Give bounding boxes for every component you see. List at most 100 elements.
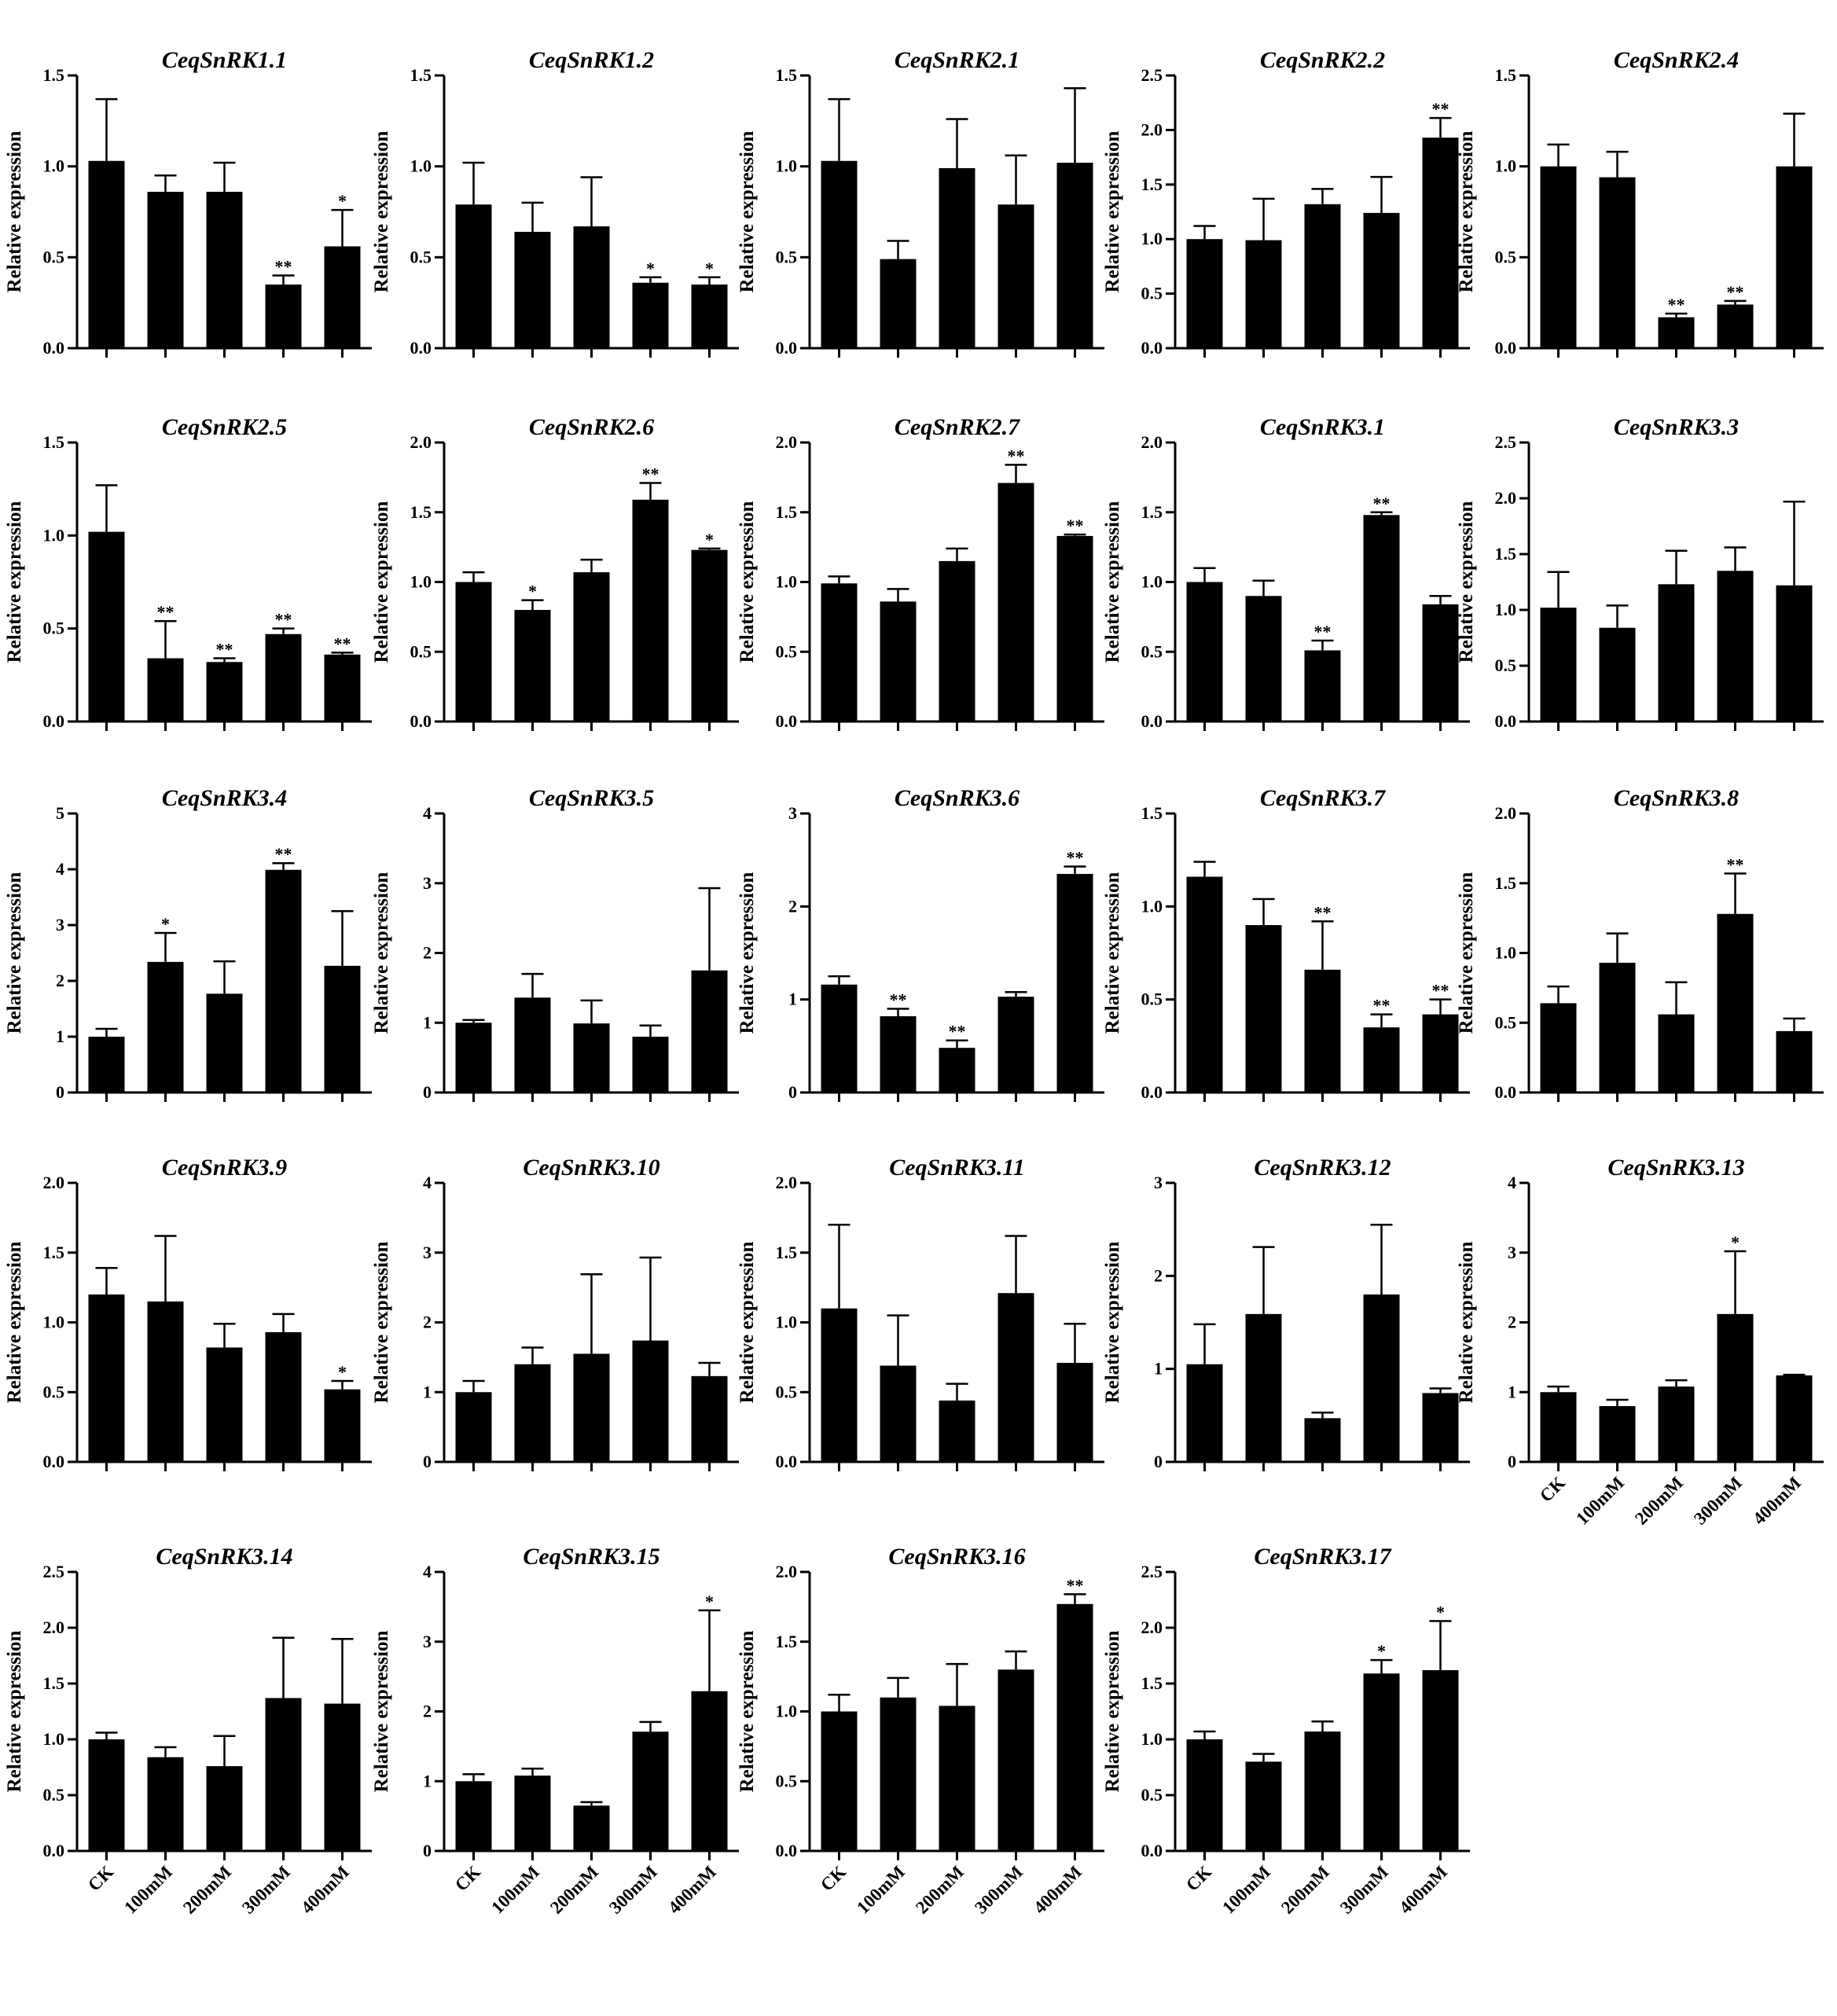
y-tick-label: 4	[423, 1562, 432, 1581]
chart-panel: CeqSnRK3.10 Relative expression 0 1 2 3 4	[371, 1155, 739, 1471]
y-tick-label: 1.5	[1141, 1673, 1163, 1693]
chart-title: CeqSnRK1.1	[162, 47, 287, 73]
significance-mark: *	[646, 259, 655, 278]
bar	[821, 583, 858, 722]
y-tick-label: 1.5	[43, 432, 65, 452]
bar	[1422, 138, 1459, 348]
bar	[1717, 1313, 1754, 1462]
y-tick-label: 4	[56, 859, 64, 879]
y-tick-label: 0.5	[1495, 655, 1517, 675]
bar	[1363, 515, 1400, 722]
bar	[1186, 1364, 1223, 1462]
bar	[1056, 163, 1093, 348]
y-tick-label: 1	[1154, 1359, 1163, 1379]
bar	[939, 1706, 975, 1851]
y-axis-label: Relative expression	[371, 872, 392, 1034]
y-axis-label: Relative expression	[1456, 501, 1477, 663]
significance-mark: *	[338, 191, 347, 211]
bar	[1776, 166, 1813, 348]
y-tick-label: 0	[423, 1841, 432, 1860]
chart-title: CeqSnRK3.9	[162, 1155, 287, 1181]
x-tick-label: 200mM	[179, 1862, 235, 1918]
bar	[88, 531, 125, 722]
chart-title: CeqSnRK3.1	[1260, 414, 1385, 440]
y-axis-label: Relative expression	[4, 1631, 25, 1793]
y-tick-label: 1.5	[776, 1632, 798, 1651]
bar	[265, 1698, 302, 1851]
y-tick-label: 1.5	[410, 65, 432, 85]
y-tick-label: 1	[423, 1012, 432, 1032]
y-tick-label: 0.5	[43, 247, 65, 266]
y-axis-label: Relative expression	[1102, 1631, 1123, 1793]
significance-mark: **	[1008, 446, 1025, 465]
y-tick-label: 0	[1508, 1452, 1516, 1471]
x-tick-label: 400mM	[1749, 1473, 1805, 1529]
significance-mark: **	[949, 1022, 966, 1041]
bar	[206, 1766, 243, 1851]
y-tick-label: 1.0	[1141, 896, 1163, 916]
bar	[147, 192, 184, 348]
y-tick-label: 1.5	[1495, 65, 1517, 85]
significance-mark: **	[1373, 996, 1391, 1015]
y-tick-label: 3	[423, 1632, 432, 1651]
bar	[1186, 876, 1223, 1092]
y-tick-label: 0	[423, 1082, 432, 1102]
significance-mark: *	[1436, 1602, 1445, 1621]
y-tick-label: 1.0	[43, 525, 65, 545]
bar	[1599, 1406, 1636, 1462]
significance-mark: **	[1067, 516, 1084, 535]
chart-title: CeqSnRK2.7	[895, 414, 1020, 440]
bar	[514, 1775, 551, 1851]
bar	[324, 1389, 361, 1462]
chart-panel: CeqSnRK2.6 Relative expression 0.0 0.5 1.0 1.…	[371, 414, 739, 731]
bar	[206, 993, 243, 1092]
bar	[455, 1781, 492, 1851]
bar	[880, 1015, 917, 1092]
bar	[514, 997, 551, 1092]
y-axis-label: Relative expression	[371, 1242, 392, 1404]
chart-title: CeqSnRK3.17	[1254, 1544, 1391, 1570]
y-tick-label: 1.0	[1141, 1729, 1163, 1749]
y-tick-label: 0.5	[43, 1785, 65, 1805]
y-tick-label: 1.0	[776, 1313, 798, 1332]
bar	[632, 1340, 669, 1462]
y-tick-label: 0.0	[410, 338, 432, 358]
bar	[939, 1400, 975, 1462]
bar	[265, 633, 302, 722]
y-tick-label: 2.5	[1141, 65, 1163, 85]
bar	[147, 658, 184, 722]
chart-title: CeqSnRK3.4	[162, 785, 287, 811]
bar	[1540, 1003, 1577, 1092]
significance-mark: **	[216, 640, 233, 659]
chart-panel: CeqSnRK2.4 Relative expression 0.0 0.5 1.0 1.…	[1456, 47, 1824, 358]
bar	[1245, 240, 1282, 348]
bar	[1056, 535, 1093, 722]
y-tick-label: 1.0	[1495, 943, 1517, 963]
y-tick-label: 3	[423, 1243, 432, 1262]
y-tick-label: 3	[56, 915, 64, 935]
y-tick-label: 2	[1154, 1265, 1163, 1285]
y-tick-label: 1.5	[776, 1243, 798, 1262]
y-tick-label: 2.0	[776, 432, 798, 452]
y-tick-label: 0.5	[1141, 641, 1163, 661]
chart-panel: CeqSnRK3.7 Relative expression 0.0 0.5 1.0 1.…	[1102, 785, 1470, 1102]
x-tick-label: 200mM	[912, 1862, 968, 1918]
bar	[147, 1757, 184, 1851]
y-tick-label: 2.0	[776, 1562, 798, 1581]
significance-mark: **	[890, 990, 907, 1010]
x-tick-label: 300mM	[971, 1862, 1027, 1918]
y-tick-label: 1.0	[410, 156, 432, 176]
bar	[1540, 166, 1577, 348]
bar	[939, 560, 975, 722]
bar	[1056, 1603, 1093, 1851]
y-axis-label: Relative expression	[371, 501, 392, 663]
bar	[265, 869, 302, 1092]
bar	[573, 1353, 610, 1462]
bar	[1422, 604, 1459, 722]
y-tick-label: 0.5	[43, 1382, 65, 1401]
bar	[1422, 1393, 1459, 1462]
significance-mark: **	[1727, 282, 1744, 302]
chart-panel: CeqSnRK3.3 Relative expression 0.0 0.5 1.0 1.…	[1456, 414, 1824, 731]
bar	[1186, 582, 1223, 722]
